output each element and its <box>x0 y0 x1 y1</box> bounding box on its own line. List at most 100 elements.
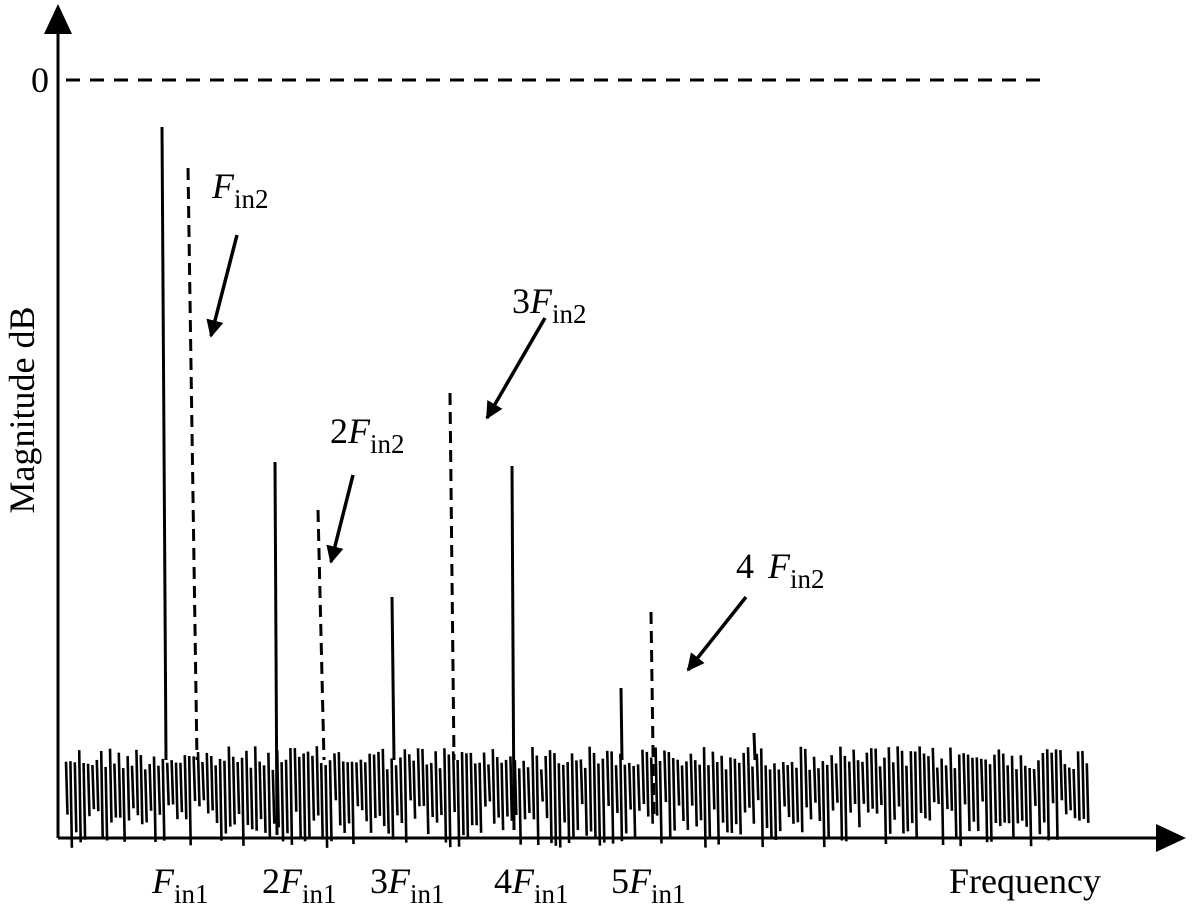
noise-bar <box>165 762 170 806</box>
noise-bar <box>693 760 698 827</box>
spectral-lines <box>160 126 757 836</box>
noise-bar <box>1076 751 1081 821</box>
noise-bar <box>143 769 148 823</box>
noise-bar <box>218 758 223 841</box>
noise-bar <box>179 762 184 813</box>
noise-bar <box>500 762 505 831</box>
noise-bar <box>979 758 984 802</box>
noise-bar <box>614 765 619 813</box>
noise-bar <box>531 746 536 820</box>
noise-bar <box>152 756 157 842</box>
noise-bar <box>896 746 901 807</box>
noise-bar <box>456 759 461 847</box>
x-axis-arrow <box>1156 824 1186 852</box>
harmonic-label-in2: 3Fin2 <box>512 281 587 329</box>
noise-bar <box>812 756 817 803</box>
noise-bar <box>421 748 426 806</box>
line-4fin1 <box>510 465 516 831</box>
noise-bar <box>940 758 945 846</box>
noise-bar <box>861 761 866 804</box>
noise-bar <box>962 753 967 805</box>
noise-bar <box>209 755 214 811</box>
noise-bar <box>913 751 918 838</box>
noise-bar <box>425 764 430 835</box>
noise-bar <box>918 746 923 813</box>
noise-bar <box>302 753 307 842</box>
noise-bar <box>174 762 179 820</box>
noise-bar <box>262 765 267 833</box>
noise-bar <box>293 748 298 812</box>
noise-bar <box>852 749 857 805</box>
noise-bar <box>799 746 804 833</box>
noise-bar <box>324 765 329 848</box>
line-spur <box>752 732 757 761</box>
noise-bar <box>601 758 606 843</box>
noise-bar <box>99 750 104 838</box>
noise-bar <box>786 765 791 818</box>
symbol: F <box>511 861 535 901</box>
line-3fin1 <box>390 596 396 761</box>
coefficient: 5 <box>611 861 629 901</box>
noise-bar <box>1006 765 1011 824</box>
noise-bar <box>561 764 566 823</box>
noise-bar <box>707 765 712 839</box>
noise-bar <box>126 756 131 821</box>
noise-bar <box>416 748 421 807</box>
noise-bar <box>592 752 597 840</box>
noise-bar <box>399 757 404 824</box>
noise-bar <box>249 767 254 830</box>
noise-bar <box>201 761 206 801</box>
noise-bar <box>953 768 958 838</box>
noise-bar <box>944 765 949 810</box>
noise-bar <box>671 757 676 831</box>
noise-bar <box>355 762 360 807</box>
noise-bar <box>1015 769 1020 824</box>
noise-bar <box>491 749 496 824</box>
noise-bar <box>284 759 289 834</box>
noise-bar <box>443 748 448 843</box>
noise-bar <box>1019 755 1024 821</box>
line-fin1 <box>160 126 168 761</box>
noise-bar <box>676 759 681 806</box>
noise-bar <box>227 746 232 827</box>
noise-bar <box>258 761 263 820</box>
coefficient: 3 <box>370 861 388 901</box>
noise-bar <box>949 747 954 811</box>
noise-bar <box>77 750 82 843</box>
noise-bar <box>632 765 637 840</box>
noise-bar <box>935 767 940 804</box>
harmonic-label-in1: 5Fin1 <box>611 861 686 905</box>
noise-bar <box>113 763 118 818</box>
subscript: in2 <box>552 299 587 329</box>
noise-bar <box>790 761 795 824</box>
noise-bar <box>368 753 373 833</box>
noise-bar <box>1054 749 1059 840</box>
noise-bar <box>1001 753 1006 823</box>
noise-bar <box>680 765 685 822</box>
noise-bar <box>927 756 932 821</box>
symbol: F <box>151 861 175 901</box>
noise-bar <box>1023 765 1028 827</box>
symbol: F <box>347 411 371 451</box>
noise-bar <box>390 758 395 840</box>
noise-bar <box>73 762 78 833</box>
noise-bar <box>429 762 434 818</box>
noise-bar <box>311 755 316 821</box>
noise-bar <box>104 766 109 841</box>
noise-bar <box>966 754 971 832</box>
noise-bar <box>1085 763 1090 823</box>
symbol: F <box>628 861 652 901</box>
line-fin2 <box>186 167 199 761</box>
y-axis-label: Magnitude dB <box>2 307 42 514</box>
noise-bar <box>139 755 144 825</box>
noise-bar <box>777 769 782 832</box>
noise-bar <box>566 762 571 843</box>
noise-bar <box>522 760 527 820</box>
noise-bar <box>742 752 747 813</box>
noise-bar <box>834 763 839 803</box>
line-2fin2 <box>316 509 326 761</box>
noise-bar <box>733 758 738 825</box>
subscript: in2 <box>234 184 269 214</box>
noise-bar <box>663 750 668 803</box>
noise-bar <box>817 768 822 822</box>
